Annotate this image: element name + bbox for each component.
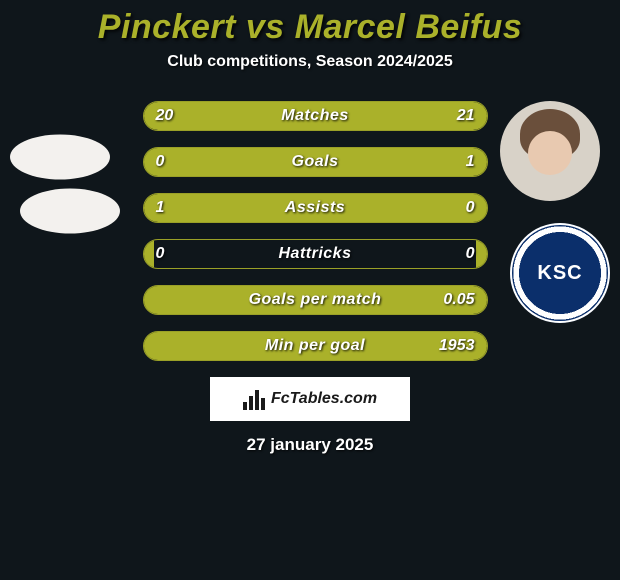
stat-value-right: 1953 <box>439 332 475 360</box>
player-left-avatar-bottom <box>20 189 120 234</box>
stat-label: Goals <box>144 148 487 176</box>
stat-label: Assists <box>144 194 487 222</box>
comparison-section: KSC 20 Matches 21 0 Goals 1 1 Assists <box>0 101 620 455</box>
comparison-infographic: Pinckert vs Marcel Beifus Club competiti… <box>0 0 620 455</box>
stat-row-goals-per-match: Goals per match 0.05 <box>143 285 488 315</box>
stat-row-min-per-goal: Min per goal 1953 <box>143 331 488 361</box>
attribution-badge: FcTables.com <box>210 377 410 421</box>
stat-value-right: 0 <box>466 194 475 222</box>
page-title: Pinckert vs Marcel Beifus <box>0 8 620 47</box>
stat-label: Hattricks <box>144 240 487 268</box>
page-subtitle: Club competitions, Season 2024/2025 <box>0 53 620 71</box>
stat-label: Matches <box>144 102 487 130</box>
player-left-avatar-top <box>10 135 110 180</box>
attribution-text: FcTables.com <box>271 390 377 408</box>
stat-value-right: 0 <box>466 240 475 268</box>
stat-row-hattricks: 0 Hattricks 0 <box>143 239 488 269</box>
stat-value-right: 0.05 <box>443 286 474 314</box>
stat-row-assists: 1 Assists 0 <box>143 193 488 223</box>
player-right-avatar <box>500 101 600 201</box>
stat-bars: 20 Matches 21 0 Goals 1 1 Assists 0 <box>143 101 488 361</box>
stat-label: Min per goal <box>144 332 487 360</box>
bars-icon <box>243 388 265 410</box>
stat-row-goals: 0 Goals 1 <box>143 147 488 177</box>
stat-label: Goals per match <box>144 286 487 314</box>
stat-row-matches: 20 Matches 21 <box>143 101 488 131</box>
stat-value-right: 1 <box>466 148 475 176</box>
stat-value-right: 21 <box>457 102 475 130</box>
date-text: 27 january 2025 <box>0 435 620 455</box>
player-right-club-badge: KSC <box>510 223 610 323</box>
